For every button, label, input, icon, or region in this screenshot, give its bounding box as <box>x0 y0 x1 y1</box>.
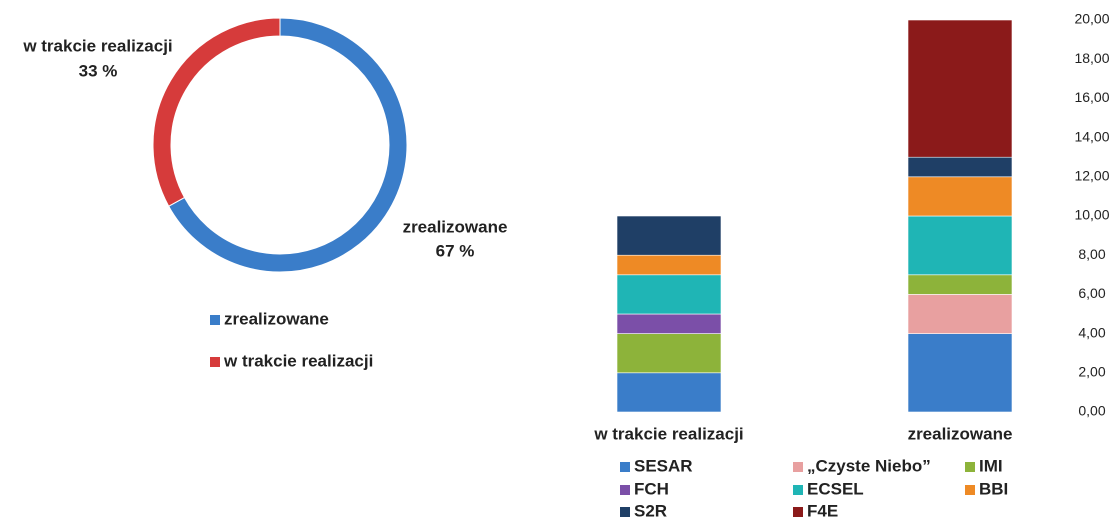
bar-segment <box>907 294 1013 334</box>
bar-segment <box>616 313 722 334</box>
bar-segment <box>907 274 1013 295</box>
y-tick-label: 0,00 <box>1078 403 1105 419</box>
legend-swatch <box>965 462 975 472</box>
legend-swatch <box>620 462 630 472</box>
x-tick-label: w trakcie realizacji <box>593 424 743 443</box>
bar-segment <box>907 176 1013 217</box>
legend-swatch <box>210 315 220 325</box>
legend-label: S2R <box>634 501 667 520</box>
legend-label: F4E <box>807 501 838 520</box>
y-tick-label: 16,00 <box>1074 89 1109 105</box>
slice-value: 33 % <box>79 61 118 80</box>
bar-segment <box>616 372 722 413</box>
bar-segment <box>616 215 722 256</box>
legend-swatch <box>793 462 803 472</box>
slice-value: 67 % <box>436 241 475 260</box>
legend-label: ECSEL <box>807 479 864 498</box>
legend-label: IMI <box>979 456 1003 475</box>
bar-segment <box>616 333 722 374</box>
y-tick-label: 8,00 <box>1078 246 1105 262</box>
y-tick-label: 4,00 <box>1078 324 1105 340</box>
donut-slice <box>168 17 408 273</box>
y-tick-label: 2,00 <box>1078 364 1105 380</box>
y-tick-label: 6,00 <box>1078 285 1105 301</box>
y-tick-label: 20,00 <box>1074 11 1109 27</box>
bar-segment <box>907 333 1013 413</box>
legend-label: zrealizowane <box>224 309 329 328</box>
donut-slice <box>152 17 281 207</box>
slice-label: zrealizowane <box>403 217 508 236</box>
bar-segment <box>907 19 1013 158</box>
legend-swatch <box>965 485 975 495</box>
legend-label: „Czyste Niebo” <box>807 456 931 475</box>
slice-label: w trakcie realizacji <box>22 36 172 55</box>
x-tick-label: zrealizowane <box>908 424 1013 443</box>
y-tick-label: 10,00 <box>1074 207 1109 223</box>
legend-label: w trakcie realizacji <box>223 351 373 370</box>
legend-swatch <box>620 485 630 495</box>
legend-swatch <box>620 507 630 517</box>
y-tick-label: 18,00 <box>1074 50 1109 66</box>
y-tick-label: 12,00 <box>1074 168 1109 184</box>
legend-swatch <box>793 507 803 517</box>
bar-segment <box>616 254 722 276</box>
legend-label: BBI <box>979 479 1008 498</box>
bar-segment <box>907 215 1013 276</box>
legend-label: SESAR <box>634 456 693 475</box>
bar-segment <box>907 156 1013 178</box>
legend-label: FCH <box>634 479 669 498</box>
bar-segment <box>616 274 722 315</box>
legend-swatch <box>210 357 220 367</box>
legend-swatch <box>793 485 803 495</box>
y-tick-label: 14,00 <box>1074 128 1109 144</box>
